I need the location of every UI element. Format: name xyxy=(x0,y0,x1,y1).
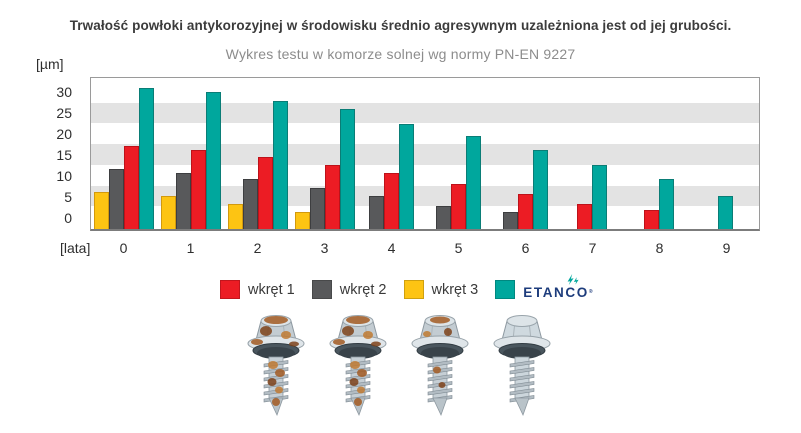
screw-photo-3 xyxy=(411,315,469,417)
bar-wkręt-1-year-7 xyxy=(576,204,592,229)
x-tick-label: 3 xyxy=(320,240,329,256)
bar-wkręt-1-year-2 xyxy=(257,156,273,229)
bar-wkręt-2-year-0 xyxy=(109,169,125,229)
bar-wkręt-3-year-2 xyxy=(227,204,243,229)
legend-item-etanco: ETANCO® xyxy=(495,273,594,299)
y-axis-unit-label: [µm] xyxy=(36,56,64,72)
bar-wkręt-1-year-3 xyxy=(324,164,340,229)
registered-mark: ® xyxy=(588,288,595,295)
x-tick-label: 7 xyxy=(588,240,597,256)
bar-wkręt-1-year-8 xyxy=(643,210,659,229)
y-axis-tick-labels: 30 25 20 15 10 5 0 xyxy=(20,77,80,231)
x-tick-label: 0 xyxy=(119,240,128,256)
bar-group-year-6 xyxy=(492,78,559,229)
y-tick-label: 25 xyxy=(56,104,72,121)
x-tick-label: 1 xyxy=(186,240,195,256)
bar-wkręt-1-year-4 xyxy=(384,173,400,229)
bar-group-year-4 xyxy=(358,78,425,229)
bar-etanco-year-2 xyxy=(272,100,288,229)
y-tick-label: 0 xyxy=(64,210,72,227)
etanco-logo-flame-icon xyxy=(567,273,579,285)
y-tick-label: 5 xyxy=(64,189,72,206)
y-tick-label: 20 xyxy=(56,125,72,142)
bar-group-year-5 xyxy=(425,78,492,229)
x-tick-label: 8 xyxy=(655,240,664,256)
bar-etanco-year-0 xyxy=(139,88,155,229)
bar-wkręt-3-year-0 xyxy=(94,191,110,229)
bar-etanco-year-8 xyxy=(658,179,674,229)
etanco-logo-text: ETANCO® xyxy=(523,284,595,300)
x-tick-label: 2 xyxy=(253,240,262,256)
legend: wkręt 1 wkręt 2 wkręt 3 ETANCO® xyxy=(220,273,594,299)
bar-wkręt-2-year-1 xyxy=(176,173,192,229)
legend-label: wkręt 2 xyxy=(339,281,387,298)
bar-wkręt-3-year-3 xyxy=(294,212,310,229)
bar-wkręt-1-year-5 xyxy=(450,183,466,229)
bar-wkręt-2-year-3 xyxy=(309,187,325,229)
chart-subtitle: Wykres testu w komorze solnej wg normy P… xyxy=(225,46,576,62)
x-axis-unit-label: [lata] xyxy=(60,240,91,256)
x-tick-label: 6 xyxy=(521,240,530,256)
y-tick-label: 30 xyxy=(56,83,72,100)
bar-group-year-2 xyxy=(225,78,292,229)
y-tick-label: 10 xyxy=(56,168,72,185)
legend-swatch xyxy=(403,280,424,299)
bar-etanco-year-6 xyxy=(532,150,548,229)
legend-swatch xyxy=(311,280,332,299)
bar-wkręt-3-year-1 xyxy=(161,195,177,229)
bar-wkręt-1-year-1 xyxy=(191,150,207,229)
x-tick-label: 4 xyxy=(387,240,396,256)
bar-group-year-3 xyxy=(291,78,358,229)
bar-wkręt-2-year-5 xyxy=(435,206,451,229)
gridline-stripe xyxy=(91,102,759,124)
y-tick-label: 15 xyxy=(56,147,72,164)
screw-photo-4 xyxy=(493,315,551,417)
bar-etanco-year-1 xyxy=(206,92,222,229)
x-tick-label: 9 xyxy=(722,240,731,256)
etanco-logo: ETANCO® xyxy=(523,273,594,299)
legend-item-wkręt-1: wkręt 1 xyxy=(220,280,295,299)
legend-label: wkręt 3 xyxy=(431,281,479,298)
bar-group-year-9 xyxy=(692,78,759,229)
legend-swatch xyxy=(220,280,240,299)
bar-group-year-1 xyxy=(158,78,225,229)
bar-wkręt-2-year-4 xyxy=(369,195,385,229)
x-axis-tick-labels: 0 1 2 3 4 5 6 7 8 9 xyxy=(90,240,760,256)
plot-area xyxy=(90,77,760,231)
bar-group-year-8 xyxy=(625,78,692,229)
bar-group-year-0 xyxy=(91,78,158,229)
bar-group-year-7 xyxy=(559,78,626,229)
bar-etanco-year-3 xyxy=(339,109,355,229)
screw-photos-row xyxy=(243,310,555,420)
bar-etanco-year-5 xyxy=(465,135,481,229)
bar-groups xyxy=(91,78,759,229)
bar-etanco-year-9 xyxy=(718,195,734,229)
legend-label: wkręt 1 xyxy=(248,281,295,298)
bar-wkręt-2-year-6 xyxy=(502,212,518,229)
screw-photo-1 xyxy=(247,315,305,417)
bar-etanco-year-7 xyxy=(591,164,607,229)
legend-swatch xyxy=(495,280,516,299)
bar-wkręt-1-year-0 xyxy=(124,146,140,229)
legend-item-wkręt-3: wkręt 3 xyxy=(403,280,479,299)
bar-wkręt-2-year-2 xyxy=(242,179,258,229)
x-tick-label: 5 xyxy=(454,240,463,256)
screw-photo-2 xyxy=(329,315,387,417)
legend-item-wkręt-2: wkręt 2 xyxy=(311,280,387,299)
chart-title: Trwałość powłoki antykorozyjnej w środow… xyxy=(69,18,732,33)
bar-etanco-year-4 xyxy=(399,123,415,229)
bar-wkręt-1-year-6 xyxy=(517,193,533,229)
